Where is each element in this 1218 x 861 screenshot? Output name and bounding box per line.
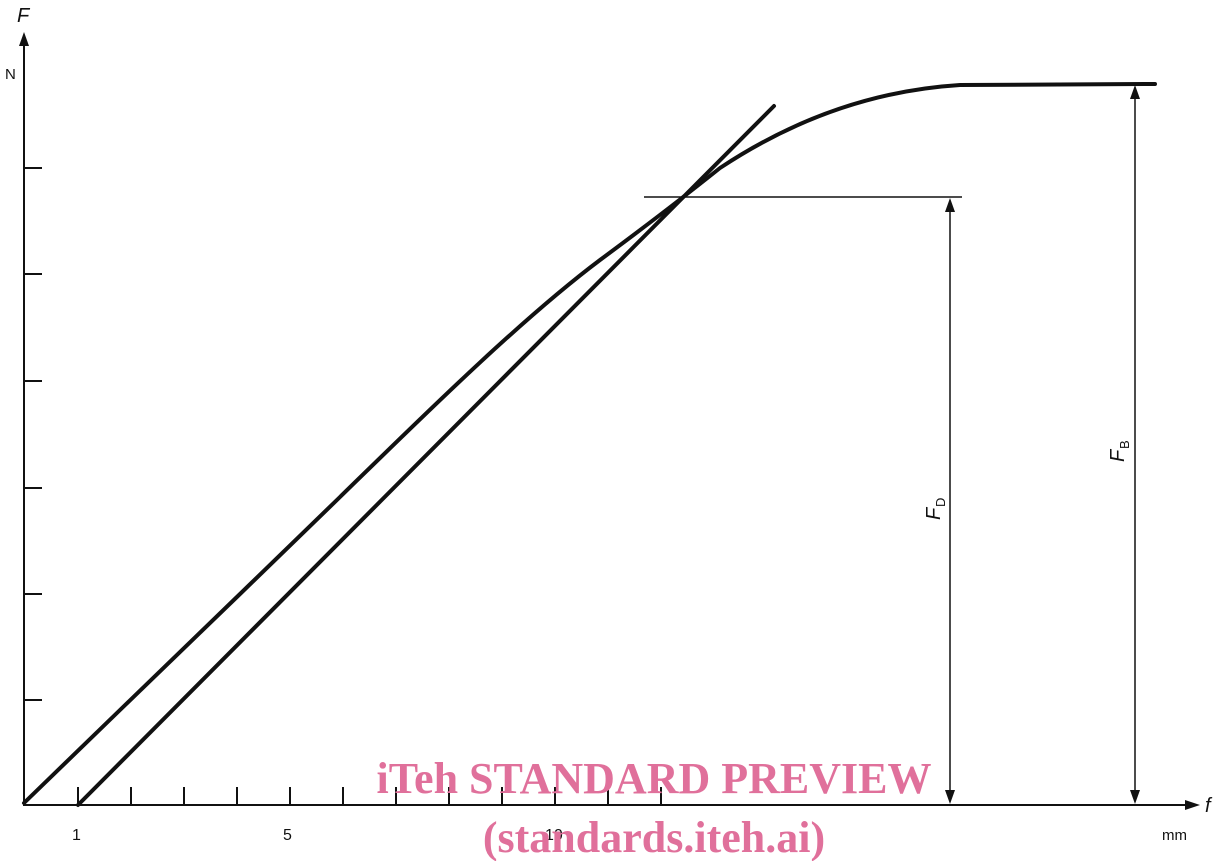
svg-text:F: F (1107, 448, 1129, 462)
y-axis-arrow (19, 32, 29, 46)
fb-arrowhead-top (1130, 85, 1140, 99)
x-tick-label-5: 5 (283, 827, 292, 844)
y-axis-unit: N (5, 66, 16, 83)
watermark-line-2: (standards.iteh.ai) (483, 813, 825, 861)
svg-text:D: D (933, 498, 948, 507)
fd-arrowhead-top (945, 198, 955, 212)
fb-label: F B (1107, 440, 1132, 462)
x-tick-label-10: 10 (545, 827, 563, 844)
x-axis-symbol: f (1205, 795, 1213, 817)
x-axis-unit: mm (1162, 827, 1187, 844)
x-axis-ticks (77, 787, 662, 805)
fd-arrowhead-bottom (945, 790, 955, 804)
tangent-line (76, 104, 776, 807)
fd-label: F D (923, 498, 948, 520)
svg-text:B: B (1117, 440, 1132, 449)
fb-arrowhead-bottom (1130, 790, 1140, 804)
y-axis-symbol: F (17, 5, 31, 27)
svg-text:F: F (923, 506, 945, 520)
x-axis-arrow (1185, 800, 1200, 810)
watermark-line-1: iTeh STANDARD PREVIEW (377, 754, 932, 803)
force-deflection-curve (22, 82, 1157, 805)
y-axis-ticks (24, 167, 42, 701)
x-tick-label-1: 1 (72, 827, 81, 844)
